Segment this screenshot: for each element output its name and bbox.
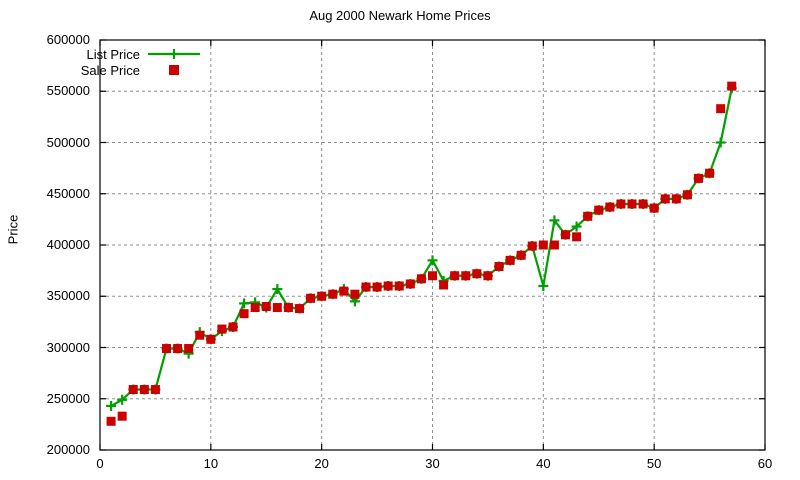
y-tick-label: 450000: [46, 185, 90, 201]
legend-item-list-price: List Price: [86, 47, 140, 62]
legend-item-sale-price: Sale Price: [80, 63, 140, 78]
y-tick-label: 350000: [46, 288, 90, 304]
y-tick-label: 550000: [46, 83, 90, 99]
series-list-price: [106, 83, 737, 411]
y-tick-label: 250000: [46, 390, 90, 406]
x-tick-label: 60: [757, 456, 773, 471]
gridlines: [100, 39, 765, 450]
x-tick-label: 10: [203, 456, 219, 471]
x-tick-label: 20: [314, 456, 329, 471]
axis-ticks: [99, 39, 766, 451]
y-tick-label: 600000: [46, 32, 90, 47]
series-sale-price: [106, 81, 737, 426]
x-tick-label: 30: [425, 456, 440, 471]
x-tick-label: 40: [536, 456, 551, 471]
y-tick-label: 300000: [46, 339, 90, 355]
y-tick-label: 500000: [46, 134, 90, 150]
legend-markers: [148, 49, 200, 75]
y-tick-label: 200000: [46, 442, 90, 457]
chart-title: Aug 2000 Newark Home Prices: [309, 8, 491, 23]
x-tick-label: 50: [646, 456, 662, 471]
y-tick-label: 400000: [46, 237, 90, 252]
x-tick-label: 0: [96, 456, 104, 471]
